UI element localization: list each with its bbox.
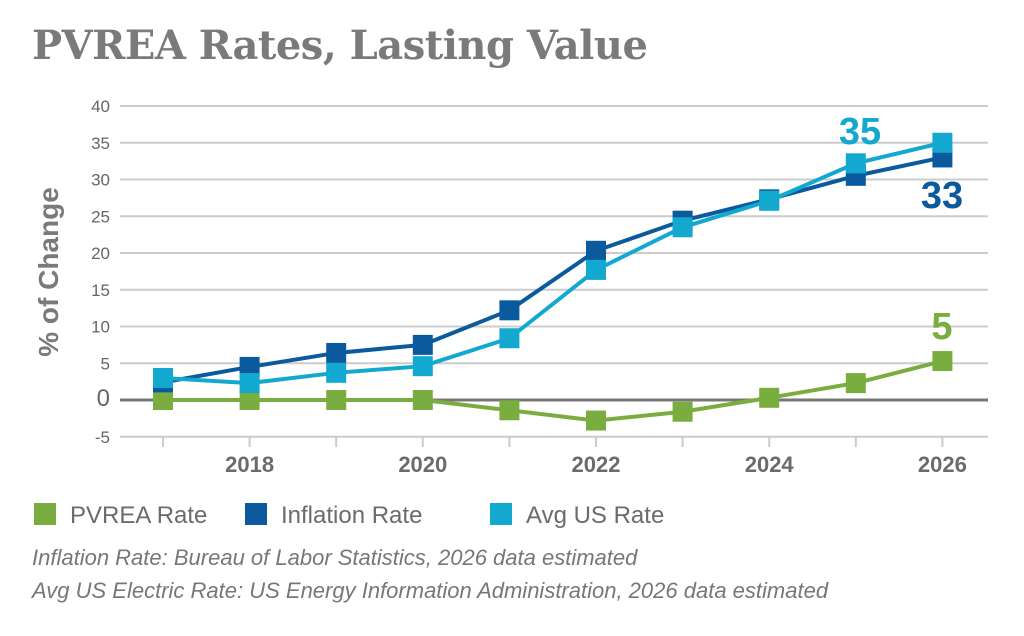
legend-swatch [34, 503, 56, 525]
end-label: 35 [839, 111, 881, 153]
data-point [412, 390, 433, 410]
y-tick-label: 5 [101, 354, 110, 373]
data-point [326, 362, 347, 383]
data-point [239, 356, 260, 377]
data-point [499, 328, 520, 349]
series-line-2 [162, 140, 943, 386]
y-tick-label: -5 [95, 428, 110, 447]
x-tick-label: 2020 [398, 452, 447, 477]
chart-title: PVREA Rates, Lasting Value [32, 22, 648, 69]
y-tick-label: 30 [91, 171, 110, 190]
data-point [586, 259, 606, 280]
data-point [412, 356, 433, 377]
data-point [672, 401, 693, 422]
legend-label: Avg US Rate [526, 502, 664, 529]
data-point [586, 240, 606, 261]
data-point [239, 373, 260, 394]
y-tick-label: 15 [91, 281, 110, 300]
source-note-inflation: Inflation Rate: Bureau of Labor Statisti… [32, 545, 638, 570]
legend-swatch [490, 503, 512, 525]
y-tick-label: 40 [91, 97, 110, 116]
x-tick-label: 2024 [745, 452, 795, 477]
data-point [499, 400, 520, 421]
data-point [412, 334, 433, 355]
data-point [759, 387, 780, 408]
y-axis-label: % of Change [33, 187, 64, 357]
y-tick-label: 0 [97, 385, 110, 412]
data-point [326, 390, 347, 410]
series-line-1 [162, 155, 943, 385]
y-tick-label: 25 [91, 207, 110, 226]
data-point [932, 132, 953, 153]
y-tick-label: 35 [91, 134, 110, 153]
y-tick-label: 10 [91, 318, 110, 337]
series-line-0 [163, 359, 943, 423]
data-point [586, 410, 606, 431]
data-point [759, 190, 780, 211]
source-note-electric: Avg US Electric Rate: US Energy Informat… [32, 578, 829, 603]
legend-swatch [245, 503, 267, 525]
y-tick-label: 20 [91, 244, 110, 263]
end-label: 33 [921, 175, 963, 217]
legend-label: Inflation Rate [281, 502, 422, 529]
legend-label: PVREA Rate [70, 502, 207, 529]
x-tick-label: 2026 [918, 452, 967, 477]
data-point [499, 300, 520, 321]
data-point [153, 367, 173, 388]
data-point [845, 373, 866, 394]
data-point [672, 217, 693, 238]
data-point [153, 390, 173, 410]
data-point [845, 153, 866, 174]
data-point [239, 390, 260, 410]
x-tick-label: 2022 [572, 452, 621, 477]
data-point [326, 342, 347, 363]
data-point [932, 351, 953, 372]
x-tick-label: 2018 [225, 452, 274, 477]
end-label: 5 [931, 306, 952, 348]
